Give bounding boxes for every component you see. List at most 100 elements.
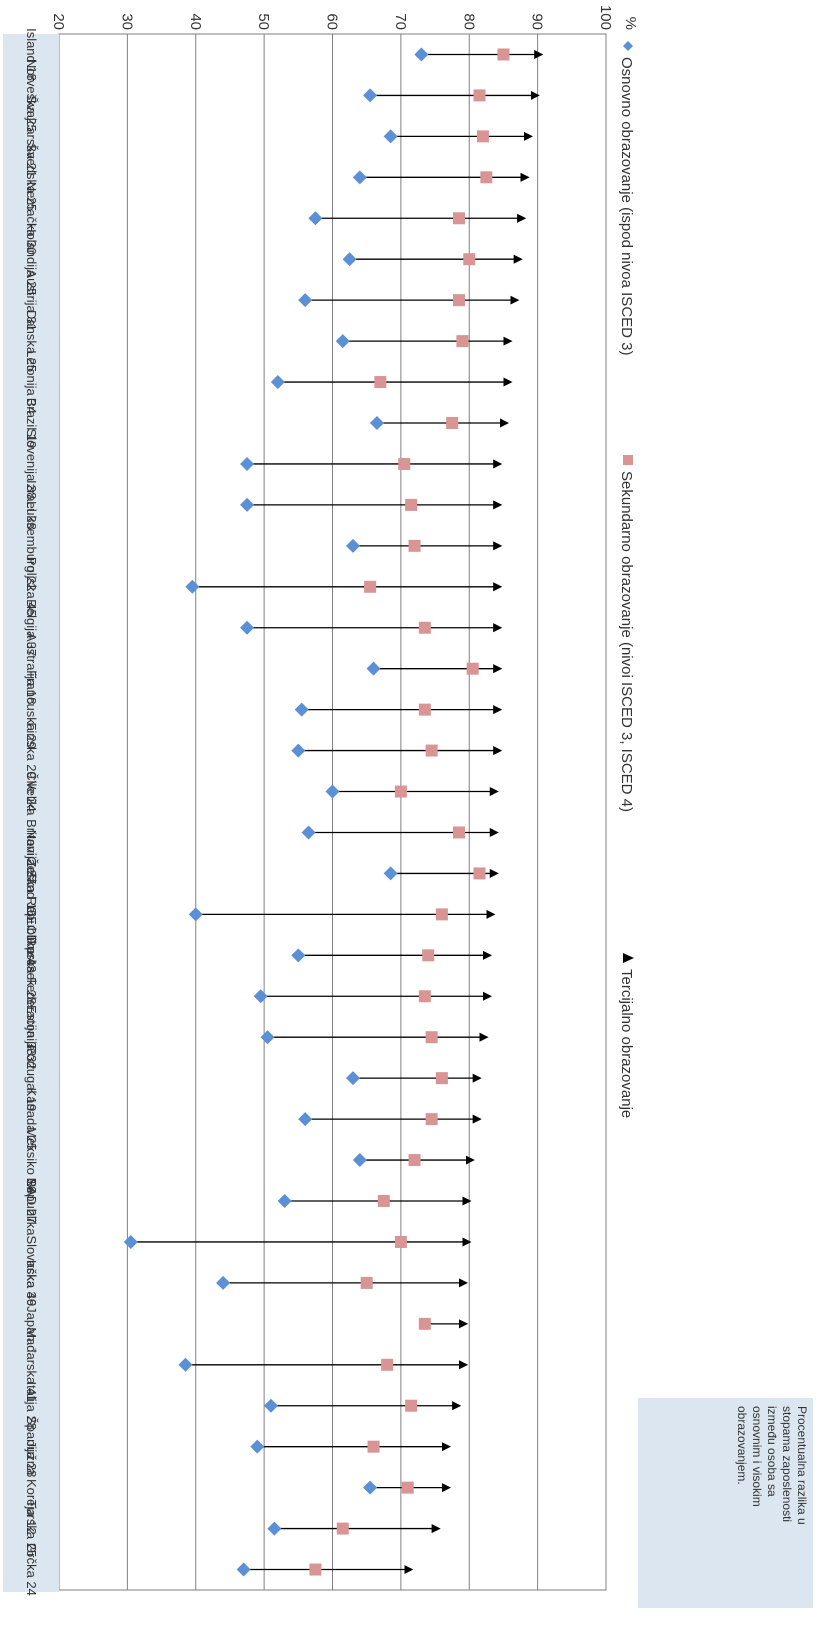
point-secondary (418, 703, 431, 716)
annotation-text: Procentualna razlika ustopama zaposlenos… (735, 1406, 809, 1525)
category-label: Austrija 31 (24, 269, 39, 330)
point-primary (325, 784, 340, 799)
category-label: Grčka 24 (24, 1543, 39, 1596)
category-label: SAD 27 (24, 1179, 39, 1224)
category-label: Mađarska 41 (24, 1327, 39, 1402)
category-label: Češka Republika 43 (24, 856, 39, 972)
point-secondary (425, 1031, 438, 1044)
category-label: Poljska 45 (24, 557, 39, 617)
category-label: Estonija 32 (24, 1005, 39, 1069)
point-primary (270, 375, 285, 390)
annotation-line: osnovnim i visokim (750, 1406, 764, 1507)
category-label: Holandija 25 (24, 223, 39, 295)
point-primary (267, 1521, 282, 1536)
category-label: Portugal 19 (24, 1045, 39, 1112)
point-primary (123, 1234, 138, 1249)
point-primary (346, 538, 361, 553)
annotation-line: između osoba sa (765, 1406, 779, 1497)
point-primary (294, 702, 309, 717)
point-primary (298, 1112, 313, 1127)
point-primary (363, 88, 378, 103)
y-tick-label: 100 (597, 5, 614, 30)
y-tick-label: 20 (50, 13, 67, 30)
point-secondary (405, 1399, 418, 1412)
category-label: Irska 36 (24, 1260, 39, 1306)
point-primary (240, 456, 255, 471)
point-primary (291, 743, 306, 758)
category-label: Italija 28 (24, 1382, 39, 1430)
point-secondary (309, 1563, 322, 1576)
point-primary (352, 1153, 367, 1168)
point-secondary (456, 335, 469, 348)
point-secondary (394, 785, 407, 798)
point-secondary (480, 171, 493, 184)
category-label: Slovenija 38 (24, 429, 39, 500)
point-secondary (336, 1522, 349, 1535)
point-primary (352, 170, 367, 185)
category-label: Švedska 25 (24, 143, 39, 211)
y-tick-label: 30 (118, 13, 135, 30)
point-secondary (435, 1072, 448, 1085)
point-secondary (405, 498, 418, 511)
point-primary (298, 293, 313, 308)
point-primary (250, 1439, 265, 1454)
legend-label: Osnovno obrazovanje (ispod nivoa ISCED 3… (618, 57, 635, 356)
category-label: Novi Zeland 16 (24, 830, 39, 917)
category-label: Belgija 37 (24, 599, 39, 656)
point-secondary (473, 89, 486, 102)
category-label: Brazil 19 (24, 398, 39, 449)
point-secondary (394, 1235, 407, 1248)
point-primary (301, 825, 316, 840)
point-primary (240, 497, 255, 512)
category-label: Nemačka 30 (24, 182, 39, 255)
point-secondary (408, 539, 421, 552)
point-secondary (425, 1113, 438, 1126)
point-secondary (418, 621, 431, 634)
category-label: Čile 24 (24, 771, 39, 811)
category-label: Finska 29 (24, 722, 39, 778)
point-primary (369, 416, 384, 430)
point-primary (291, 948, 306, 963)
point-primary (335, 334, 350, 349)
point-secondary (473, 867, 486, 880)
point-secondary (381, 1358, 394, 1371)
legend-label: Tercijalno obrazovanje (618, 969, 635, 1118)
category-label: Južna Koreja 12 (24, 1441, 39, 1535)
annotation-line: stopama zaposlenosti (780, 1406, 794, 1522)
category-label: Meksiko 16 (24, 1127, 39, 1193)
category-label: Španija 28 (24, 1416, 39, 1477)
point-secondary (463, 253, 476, 266)
point-primary (253, 989, 268, 1004)
point-secondary (497, 48, 510, 61)
category-band (3, 34, 59, 1592)
point-secondary (452, 294, 465, 307)
category-label: Japan (24, 1306, 39, 1341)
point-secondary (418, 1317, 431, 1330)
point-secondary (452, 826, 465, 839)
point-primary (263, 1398, 278, 1413)
category-label: Švajcarska 21 (24, 96, 39, 178)
annotation-line: Procentualna razlika u (795, 1406, 809, 1525)
point-primary (308, 211, 323, 226)
legend-label: Sekundarno obrazovanje (nivoi ISCED 3, I… (618, 471, 635, 812)
point-primary (342, 252, 357, 267)
point-secondary (452, 212, 465, 225)
point-secondary (418, 990, 431, 1003)
y-tick-label: 50 (255, 13, 272, 30)
y-tick-label: 70 (392, 13, 409, 30)
category-label: OECD prosek 28 (24, 906, 39, 1004)
category-label: Letonija 34 (24, 350, 39, 414)
point-primary (178, 1357, 193, 1372)
point-primary (185, 579, 200, 594)
category-label: Ruska Federacija 33 (24, 937, 39, 1056)
point-primary (346, 1071, 361, 1086)
point-secondary (425, 744, 438, 757)
point-secondary (446, 417, 459, 429)
category-label: Turska 25 (24, 1500, 39, 1557)
point-primary (240, 620, 255, 635)
point-secondary (422, 949, 435, 962)
point-secondary (398, 457, 411, 470)
